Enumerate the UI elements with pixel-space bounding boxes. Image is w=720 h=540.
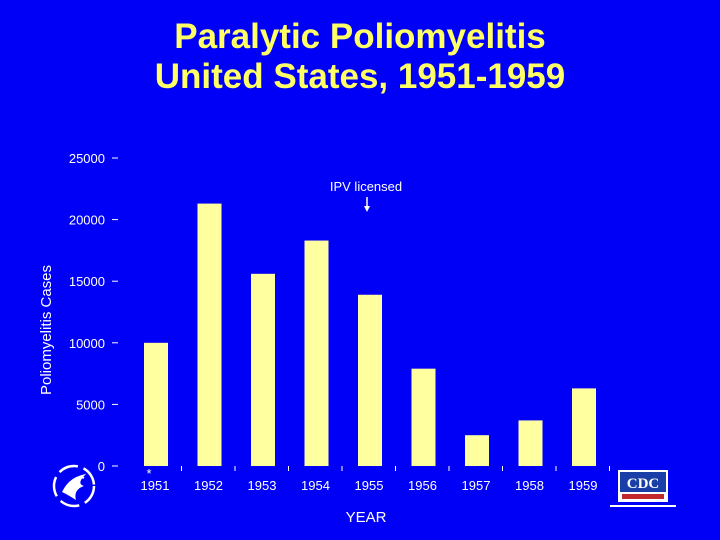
annotations: IPV licensed * <box>146 179 402 481</box>
x-tick-label: 1956 <box>408 478 437 493</box>
x-tick-label: 1953 <box>248 478 277 493</box>
y-tick-label: 0 <box>98 459 105 474</box>
y-tick-label: 20000 <box>69 213 105 228</box>
annotation-asterisk: * <box>146 466 151 481</box>
annotation-label: IPV licensed <box>330 179 402 194</box>
y-axis-title: Poliomyelitis Cases <box>38 265 55 395</box>
x-tick-label: 1958 <box>515 478 544 493</box>
bar-1953 <box>251 273 275 466</box>
y-axis-ticks: 0 5000 10000 15000 20000 25000 <box>69 151 118 474</box>
hhs-eagle-logo-icon <box>52 464 96 508</box>
bar-1951 <box>144 342 168 466</box>
x-tick-label: 1955 <box>355 478 384 493</box>
bar-1952 <box>197 203 222 467</box>
y-tick-label: 5000 <box>76 397 105 412</box>
bar-1958 <box>518 420 543 466</box>
x-tick-label: 1952 <box>194 478 223 493</box>
bar-1956 <box>411 368 436 466</box>
chart-title-line-2: United States, 1951-1959 <box>154 57 566 96</box>
cdc-logo-icon: CDC <box>610 470 676 507</box>
y-tick-label: 15000 <box>69 274 105 289</box>
x-tick-label: 1954 <box>301 478 330 493</box>
svg-text:CDC: CDC <box>627 476 660 492</box>
x-tick-label: 1959 <box>569 478 598 493</box>
bar-1957 <box>465 435 489 466</box>
bar-series <box>144 203 596 467</box>
y-tick-label: 10000 <box>69 336 105 351</box>
bar-1954 <box>304 240 329 466</box>
annotation-arrowhead <box>364 206 370 212</box>
bar-1959 <box>572 388 596 466</box>
bar-1955 <box>358 294 382 466</box>
chart-title-line-1: Paralytic Poliomyelitis <box>174 17 546 56</box>
x-axis-title: YEAR <box>346 509 387 526</box>
x-axis-ticks: 1951 1952 1953 1954 1955 1956 1957 1958 1959 <box>141 466 610 493</box>
x-tick-label: 1957 <box>462 478 491 493</box>
x-tick-label: 1951 <box>141 478 170 493</box>
y-tick-label: 25000 <box>69 151 105 166</box>
